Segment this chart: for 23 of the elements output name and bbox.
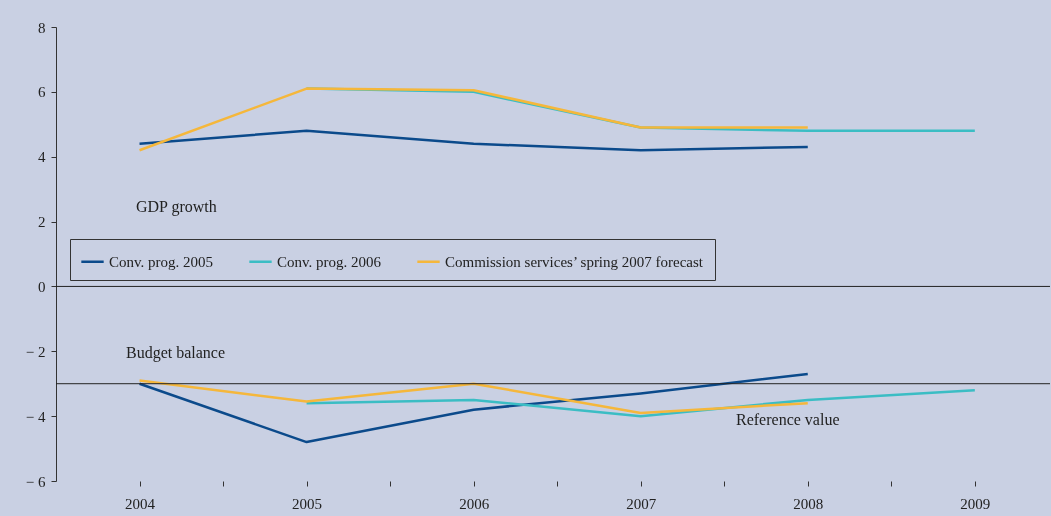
y-tick-label: 8 [38, 19, 46, 36]
line-series [138, 87, 810, 152]
x-tick-label: 2004 [125, 495, 156, 512]
annotation: Budget balance [126, 344, 226, 362]
line-series [138, 129, 810, 152]
y-tick-label: − 2 [25, 343, 46, 360]
line-series [138, 379, 810, 415]
legend-label: Commission services’ spring 2007 forecast [445, 253, 704, 270]
x-tick-label: 2006 [459, 495, 490, 512]
x-tick-label: 2007 [626, 495, 657, 512]
y-tick-label: 4 [38, 149, 46, 166]
x-tick-label: 2008 [793, 495, 824, 512]
y-tick-label: − 6 [25, 473, 46, 490]
y-tick-label: 0 [38, 278, 46, 295]
y-tick-label: 6 [38, 84, 46, 101]
y-tick-label: − 4 [25, 408, 46, 425]
x-tick-label: 2005 [292, 495, 323, 512]
legend-label: Conv. prog. 2005 [109, 253, 214, 270]
legend-label: Conv. prog. 2006 [277, 253, 382, 270]
ref-line-label: Reference value [736, 410, 840, 428]
annotation: GDP growth [136, 198, 217, 216]
x-tick-label: 2009 [960, 495, 991, 512]
y-tick-label: 2 [38, 214, 46, 231]
